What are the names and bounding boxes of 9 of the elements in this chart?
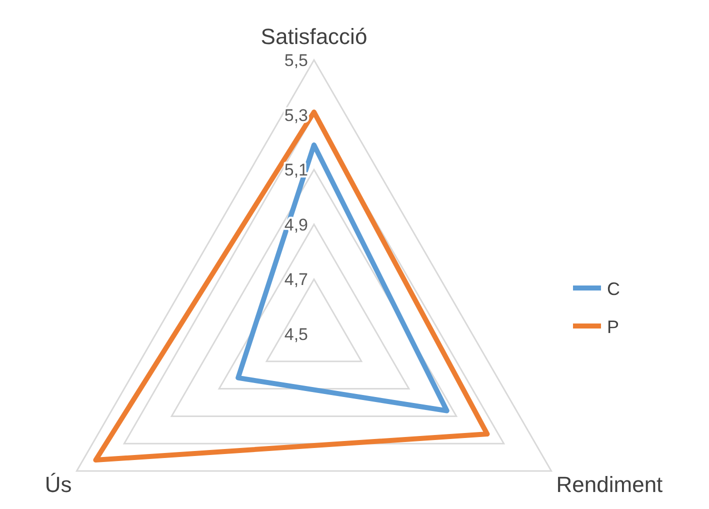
legend-label: C (607, 279, 620, 299)
legend-label: P (607, 317, 620, 337)
y-tick-label: 4,5 (284, 325, 308, 344)
spoke-label: Satisfacció (260, 24, 368, 49)
y-tick-label: 5,3 (284, 106, 308, 125)
y-tick-label: 5,5 (284, 51, 308, 70)
spoke-label: Rendiment (556, 472, 663, 497)
y-tick-label: 4,7 (284, 270, 308, 290)
spoke-label: Ús (44, 472, 72, 497)
